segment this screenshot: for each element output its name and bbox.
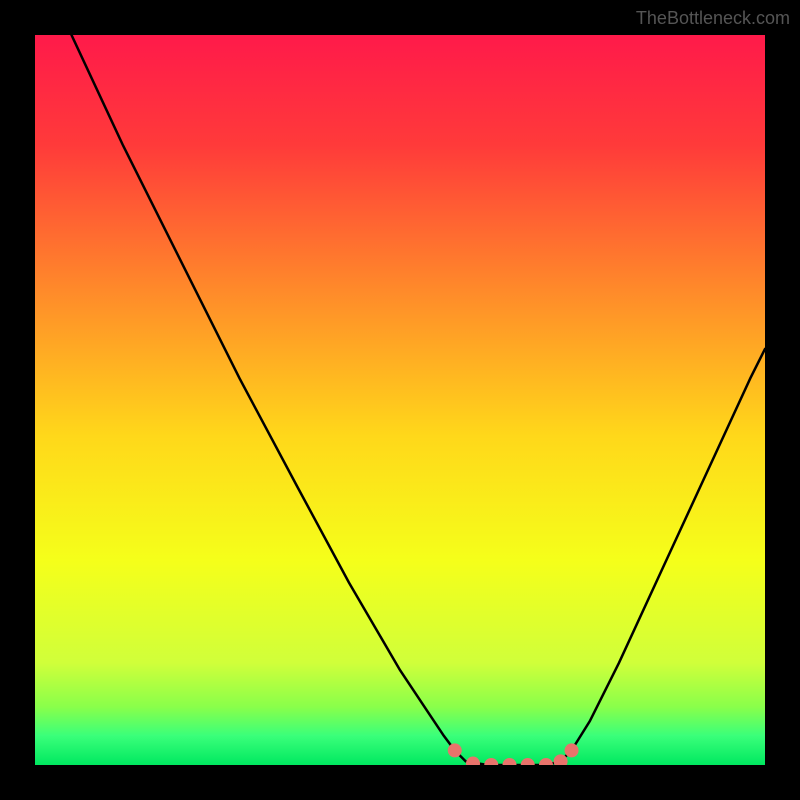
watermark-text: TheBottleneck.com (636, 8, 790, 29)
bottleneck-chart (35, 35, 765, 765)
marker-dot (565, 743, 579, 757)
gradient-background (35, 35, 765, 765)
marker-dot (448, 743, 462, 757)
chart-svg (35, 35, 765, 765)
